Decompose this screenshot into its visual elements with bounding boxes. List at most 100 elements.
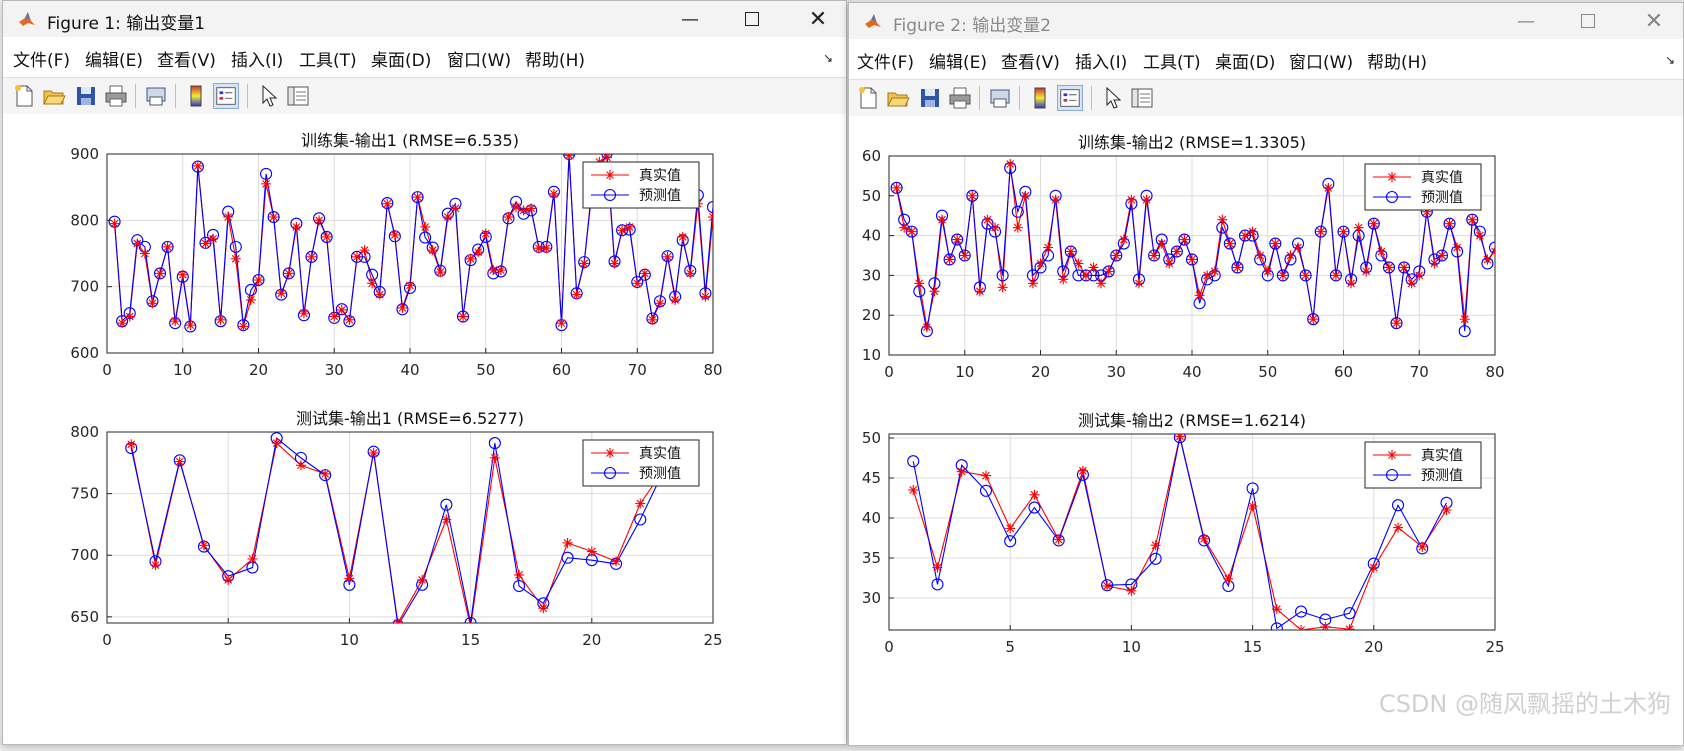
true-value-marker: [1308, 314, 1319, 325]
true-value-marker: [1270, 238, 1281, 249]
figure-window-2[interactable]: Figure 2: 输出变量2 — ✕ 文件(F) 编辑(E) 查看(V) 插入…: [848, 2, 1684, 746]
menu-insert[interactable]: 插入(I): [231, 51, 284, 71]
true-value-marker: [1368, 218, 1379, 229]
minimize-button[interactable]: —: [1503, 5, 1549, 37]
pointer-icon[interactable]: [255, 83, 281, 109]
new-file-icon[interactable]: [855, 85, 881, 111]
dock-arrow-icon[interactable]: ↘: [1665, 53, 1676, 67]
menu-tools[interactable]: 工具(T): [299, 51, 357, 71]
marker-stroke: [960, 251, 969, 260]
true-value-marker: [223, 212, 234, 223]
plot-layer: [907, 434, 1453, 630]
true-value-line: [130, 442, 665, 623]
print-preview-icon[interactable]: [143, 83, 169, 109]
marker-stroke: [968, 191, 977, 200]
save-icon[interactable]: [917, 85, 943, 111]
true-value-marker: [708, 212, 713, 223]
true-value-marker: [1012, 222, 1023, 233]
plot-layer: [890, 158, 1495, 338]
true-value-marker: [458, 311, 469, 322]
open-folder-icon[interactable]: [885, 85, 911, 111]
menu-help[interactable]: 帮助(H): [525, 51, 586, 71]
property-editor-icon[interactable]: [285, 83, 311, 109]
save-icon[interactable]: [73, 83, 99, 109]
menu-file[interactable]: 文件(F): [13, 51, 71, 71]
menu-help[interactable]: 帮助(H): [1367, 53, 1428, 73]
close-button[interactable]: ✕: [1631, 5, 1677, 37]
legend-icon[interactable]: [1057, 85, 1083, 111]
true-value-marker: [185, 320, 196, 331]
minimize-button[interactable]: —: [667, 3, 713, 35]
menu-insert[interactable]: 插入(I): [1075, 53, 1128, 73]
menu-window[interactable]: 窗口(W): [447, 51, 512, 71]
legend-true-marker: [1387, 450, 1397, 460]
true-value-marker: [1027, 278, 1038, 289]
print-icon[interactable]: [103, 83, 129, 109]
print-preview-icon[interactable]: [987, 85, 1013, 111]
legend-box: [1364, 163, 1482, 211]
menu-bar: 文件(F) 编辑(E) 查看(V) 插入(I) 工具(T) 桌面(D) 窗口(W…: [849, 43, 1683, 77]
y-tick-label: 35: [862, 549, 881, 567]
true-value-marker: [420, 221, 431, 232]
marker-stroke: [421, 223, 430, 231]
colorbar-icon[interactable]: [1027, 85, 1053, 111]
predicted-value-marker: [907, 455, 920, 468]
marker-stroke: [1066, 247, 1075, 256]
legend-true-label: 真实值: [1421, 170, 1463, 186]
title-bar[interactable]: Figure 1: 输出变量1 — ✕: [3, 1, 846, 37]
print-icon[interactable]: [947, 85, 973, 111]
legend-icon[interactable]: [213, 83, 239, 109]
marker-stroke: [110, 219, 119, 228]
menu-file[interactable]: 文件(F): [857, 53, 915, 73]
colorbar-icon[interactable]: [183, 83, 209, 109]
true-value-marker: [937, 214, 948, 225]
menu-edit[interactable]: 编辑(E): [929, 53, 988, 73]
menu-desktop[interactable]: 桌面(D): [371, 51, 432, 71]
marker-stroke: [1103, 582, 1112, 590]
true-value-marker: [435, 267, 446, 278]
true-value-marker: [283, 268, 294, 279]
menu-window[interactable]: 窗口(W): [1289, 53, 1354, 73]
marker-stroke: [194, 162, 202, 170]
new-file-icon[interactable]: [11, 83, 37, 109]
x-tick-label: 50: [1258, 363, 1277, 381]
menu-edit[interactable]: 编辑(E): [85, 51, 144, 71]
predicted-value-marker: [951, 233, 964, 246]
close-button[interactable]: ✕: [795, 3, 841, 35]
pointer-icon[interactable]: [1099, 85, 1125, 111]
legend-true-marker: [1387, 172, 1397, 182]
maximize-icon: [1581, 14, 1595, 28]
menu-tools[interactable]: 工具(T): [1143, 53, 1201, 73]
dock-arrow-icon[interactable]: ↘: [823, 51, 834, 65]
toolbar-separator: [135, 84, 136, 108]
predicted-value-line: [114, 154, 713, 327]
predicted-value-marker: [252, 273, 265, 287]
menu-desktop[interactable]: 桌面(D): [1215, 53, 1276, 73]
maximize-button[interactable]: [1565, 5, 1611, 37]
plot-area: 0 10 20 30 40 50 60 70 80 600 700 800 900 训练集-输出1 (RM…: [3, 114, 846, 744]
x-tick-label: 5: [223, 631, 233, 649]
menu-view[interactable]: 查看(V): [157, 51, 216, 71]
figure-window-1[interactable]: Figure 1: 输出变量1 — ✕ 文件(F) 编辑(E) 查看(V) 插入…: [2, 0, 847, 745]
marker-stroke: [151, 561, 160, 569]
true-value-marker: [609, 258, 620, 269]
marker-stroke: [565, 154, 572, 160]
menu-view[interactable]: 查看(V): [1001, 53, 1060, 73]
true-value-marker: [685, 268, 696, 279]
marker-stroke: [1468, 215, 1477, 224]
title-bar[interactable]: Figure 2: 输出变量2 — ✕: [849, 3, 1683, 39]
true-value-marker: [1232, 262, 1243, 273]
y-tick-label: 600: [70, 344, 99, 362]
marker-stroke: [398, 304, 407, 312]
maximize-button[interactable]: [729, 3, 775, 35]
marker-stroke: [1200, 534, 1209, 543]
predicted-value-marker: [634, 513, 647, 526]
property-editor-icon[interactable]: [1129, 85, 1155, 111]
marker-stroke: [1491, 247, 1495, 253]
marker-stroke: [436, 268, 445, 276]
true-value-marker: [538, 603, 549, 614]
marker-stroke: [481, 229, 490, 238]
true-value-marker: [518, 205, 529, 216]
open-folder-icon[interactable]: [41, 83, 67, 109]
marker-stroke: [393, 619, 399, 623]
